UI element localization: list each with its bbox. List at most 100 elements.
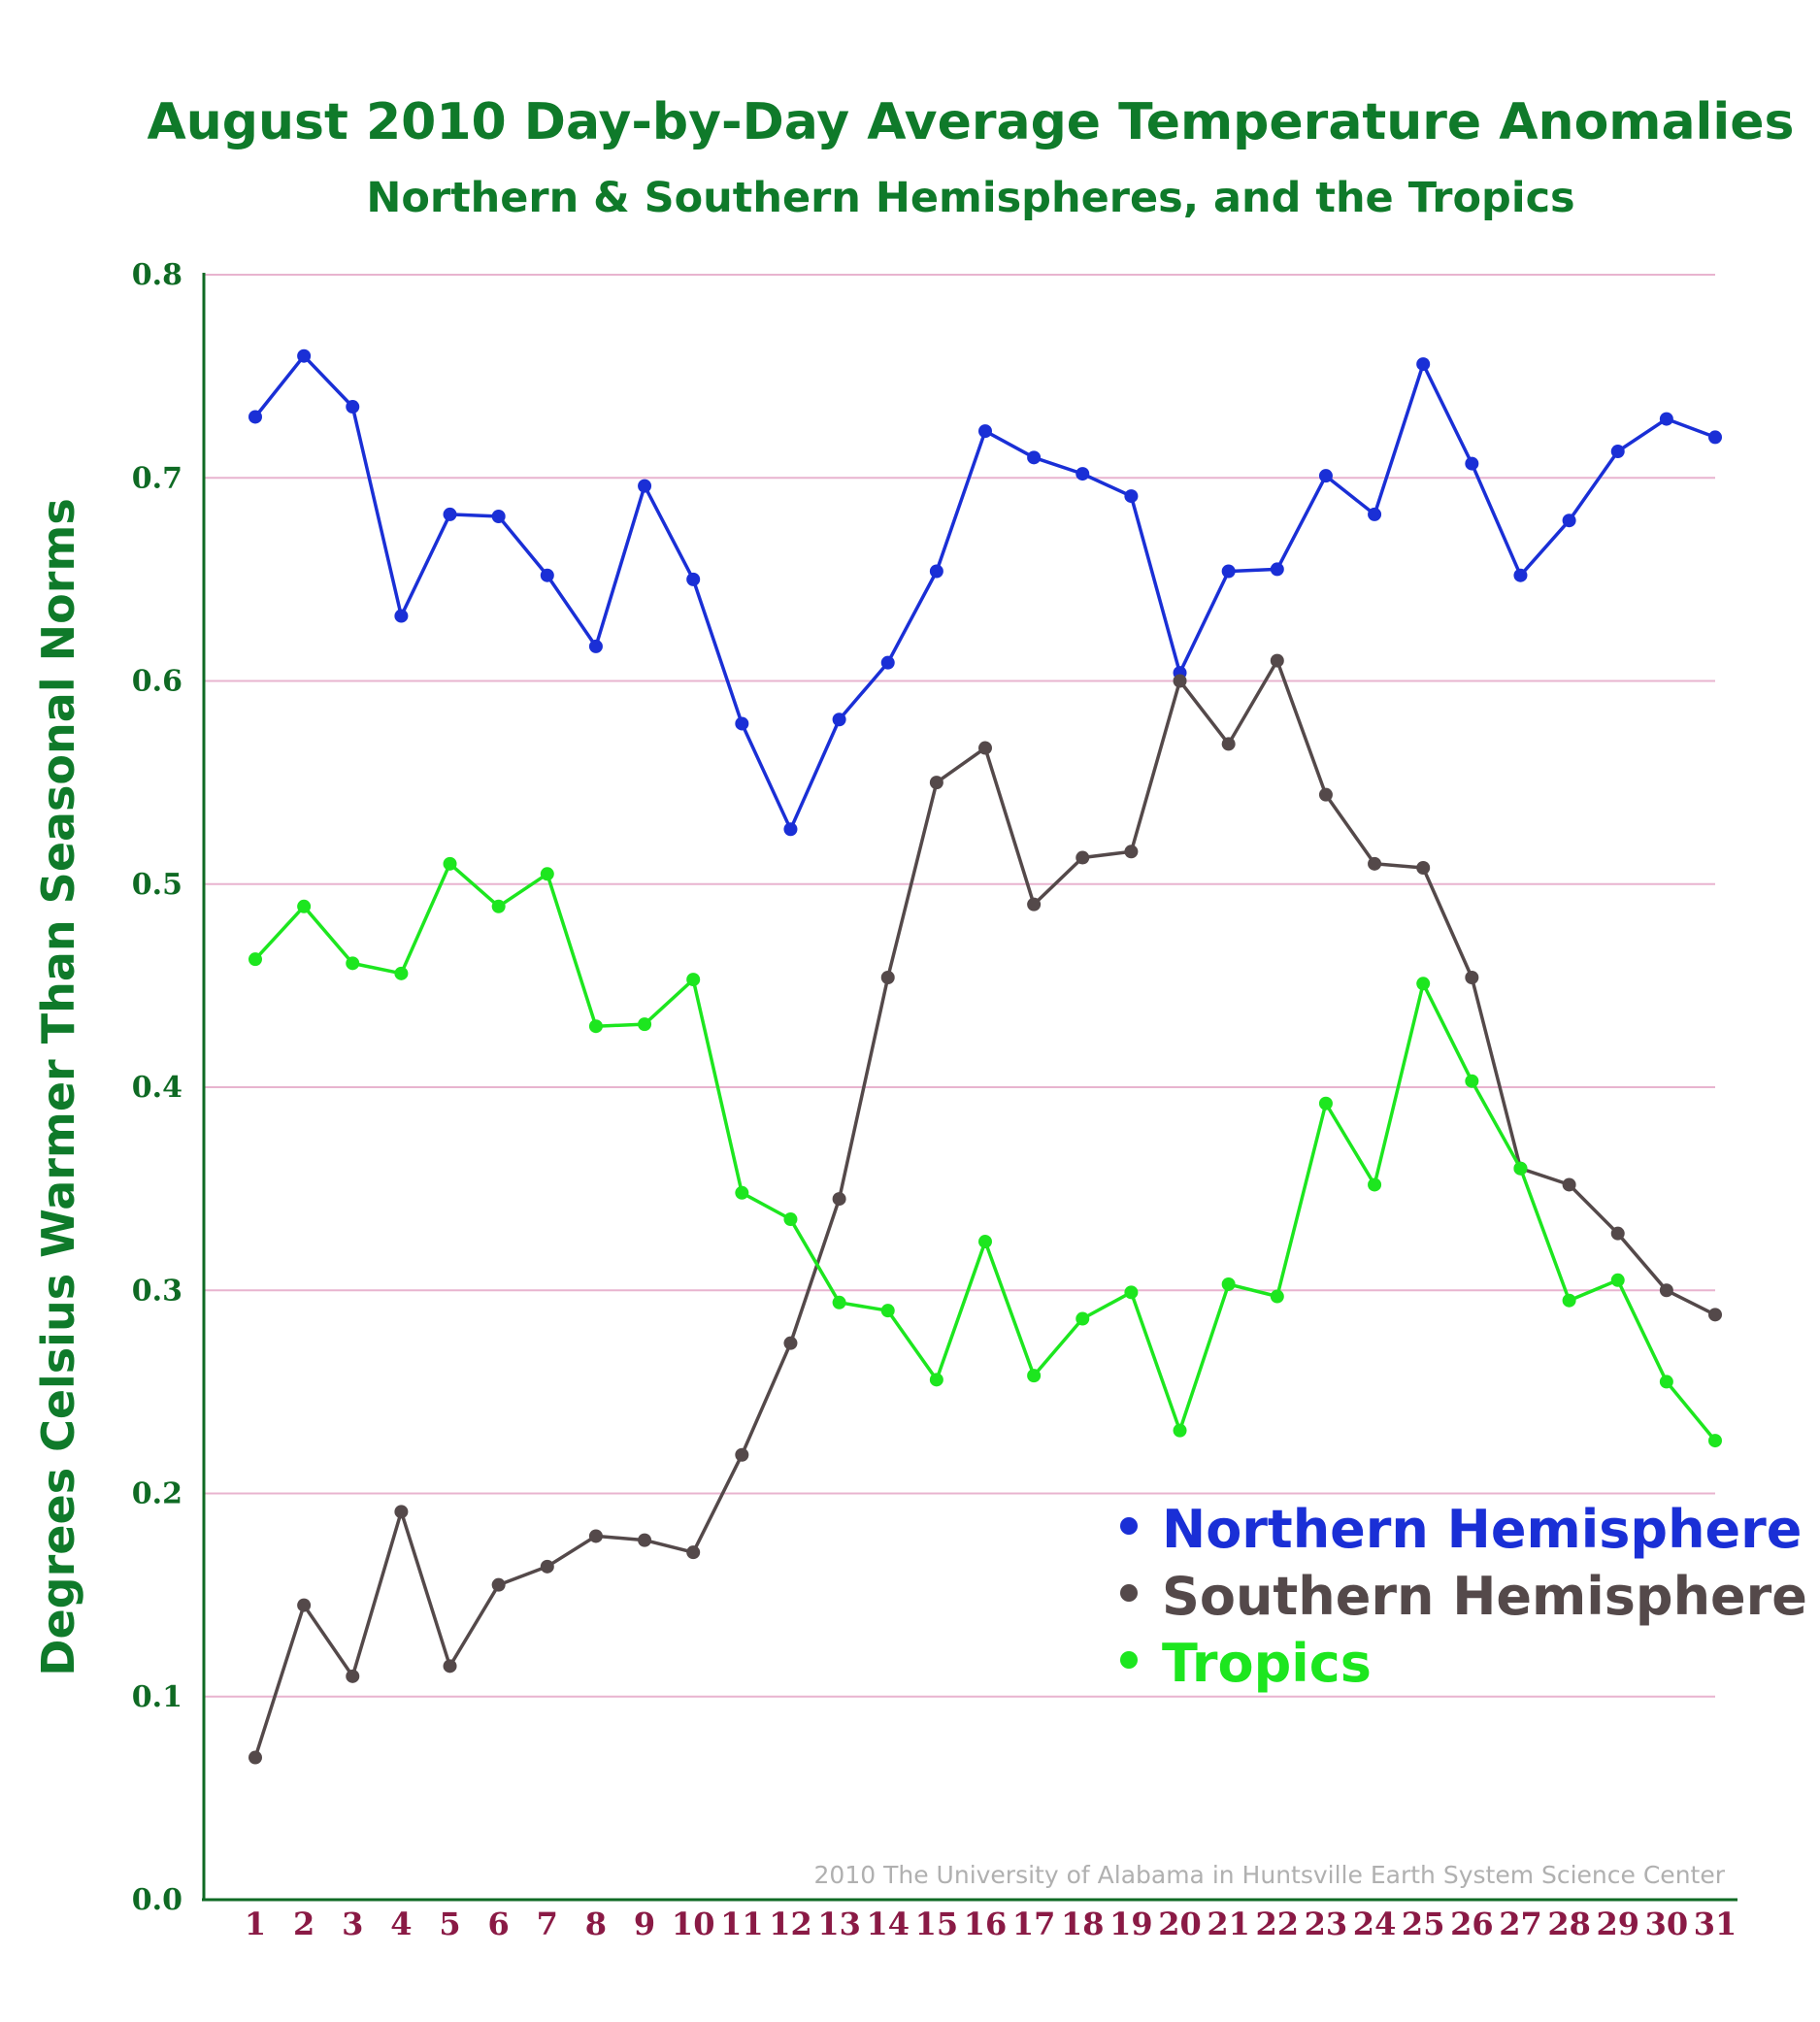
x-tick-label: 31 xyxy=(1694,1906,1737,1942)
x-tick-label: 22 xyxy=(1256,1906,1300,1942)
legend-marker-northern-hemisphere xyxy=(1120,1517,1138,1535)
southern-hemisphere-point xyxy=(491,1577,506,1592)
southern-hemisphere-point xyxy=(1318,787,1333,802)
northern-hemisphere-point xyxy=(394,609,409,623)
legend-label-northern-hemisphere: Northern Hemisphere xyxy=(1162,1499,1802,1560)
x-tick-label: 14 xyxy=(866,1906,910,1942)
x-tick-label: 5 xyxy=(439,1906,460,1942)
x-tick-label: 24 xyxy=(1353,1906,1397,1942)
x-tick-label: 18 xyxy=(1061,1906,1105,1942)
y-tick-label: 0.1 xyxy=(132,1680,182,1714)
tropics-point xyxy=(1075,1311,1090,1326)
northern-hemisphere-point xyxy=(1368,507,1382,521)
southern-hemisphere-point xyxy=(1075,850,1090,865)
x-tick-label: 6 xyxy=(488,1906,510,1942)
northern-hemisphere-point xyxy=(735,716,749,731)
southern-hemisphere-point xyxy=(1027,897,1042,912)
northern-hemisphere-point xyxy=(783,822,798,837)
y-tick-label: 0.2 xyxy=(132,1477,182,1511)
x-tick-label: 3 xyxy=(342,1906,363,1942)
gridlines xyxy=(204,274,1715,1698)
southern-hemisphere-point xyxy=(1416,861,1431,876)
northern-hemisphere-point xyxy=(491,510,506,524)
x-tick-label: 2 xyxy=(293,1906,314,1942)
tropics-point xyxy=(783,1212,798,1227)
tropics-point xyxy=(394,966,409,980)
southern-hemisphere-point xyxy=(783,1336,798,1350)
northern-hemisphere-point xyxy=(443,507,457,521)
southern-hemisphere-point xyxy=(1368,856,1382,871)
tropics-point xyxy=(1221,1276,1236,1291)
tropics-point xyxy=(735,1185,749,1200)
southern-hemisphere-point xyxy=(297,1598,312,1612)
southern-hemisphere-point xyxy=(248,1750,262,1765)
tropics-point xyxy=(443,856,457,871)
tropics-point xyxy=(1124,1285,1139,1300)
axes xyxy=(202,273,1737,1902)
y-tick-label: 0.4 xyxy=(132,1071,182,1105)
northern-hemisphere-point xyxy=(1027,450,1042,465)
tropics-point xyxy=(1708,1434,1722,1448)
southern-hemisphere-point xyxy=(1173,674,1187,688)
y-tick-labels: 0.0 0.1 0.2 0.3 0.4 0.5 0.6 0.7 0.8 xyxy=(132,258,182,1917)
tropics-point xyxy=(1368,1177,1382,1192)
x-tick-labels: 1 2 3 4 5 6 7 8 9 10 11 12 13 14 15 16 17 18 19 20 21 22 23 24 2… xyxy=(245,1906,1737,1942)
northern-hemisphere-point xyxy=(1318,469,1333,483)
northern-hemisphere-point xyxy=(638,479,652,493)
northern-hemisphere-point xyxy=(1513,568,1528,582)
tropics-point xyxy=(1270,1289,1284,1304)
tropics-point xyxy=(686,973,701,987)
southern-hemisphere-point xyxy=(1708,1308,1722,1322)
northern-hemisphere-point xyxy=(248,410,262,424)
southern-hemisphere-point xyxy=(588,1529,603,1543)
northern-hemisphere-point xyxy=(540,568,554,582)
northern-hemisphere-point xyxy=(1124,489,1139,504)
southern-hemisphere-point xyxy=(929,776,943,790)
x-tick-label: 10 xyxy=(672,1906,715,1942)
tropics-point xyxy=(1416,977,1431,991)
credit-text: 2010 The University of Alabama in Huntsv… xyxy=(814,1861,1726,1889)
legend-marker-tropics xyxy=(1120,1651,1138,1669)
x-tick-label: 9 xyxy=(634,1906,655,1942)
legend-marker-southern-hemisphere xyxy=(1120,1584,1138,1602)
chart-subtitle: Northern & Southern Hemispheres, and the… xyxy=(366,174,1574,222)
tropics-point xyxy=(1318,1096,1333,1110)
x-tick-label: 27 xyxy=(1499,1906,1542,1942)
y-tick-label: 0.3 xyxy=(132,1274,182,1308)
northern-hemisphere-point xyxy=(1659,412,1673,426)
southern-hemisphere-point xyxy=(686,1545,701,1560)
x-tick-label: 21 xyxy=(1207,1906,1250,1942)
tropics-point xyxy=(588,1019,603,1034)
tropics-point xyxy=(1659,1375,1673,1389)
southern-hemisphere-point xyxy=(1124,845,1139,859)
tropics-point xyxy=(248,952,262,967)
southern-hemisphere-point xyxy=(1610,1226,1625,1241)
northern-hemisphere-point xyxy=(588,639,603,653)
x-tick-label: 17 xyxy=(1012,1906,1056,1942)
northern-hemisphere-point xyxy=(297,348,312,363)
legend-label-southern-hemisphere: Southern Hemisphere xyxy=(1162,1566,1807,1627)
northern-hemisphere-point xyxy=(1708,430,1722,445)
tropics-point xyxy=(1465,1074,1479,1088)
southern-hemisphere-point xyxy=(832,1192,846,1207)
series xyxy=(248,348,1722,1765)
tropics-line xyxy=(253,862,1717,1442)
northern-hemisphere-point xyxy=(686,572,701,586)
northern-hemisphere-point xyxy=(929,564,943,579)
x-tick-label: 20 xyxy=(1158,1906,1202,1942)
northern-hemisphere-point xyxy=(832,713,846,727)
tropics-point xyxy=(346,956,360,971)
x-tick-label: 13 xyxy=(817,1906,861,1942)
x-tick-label: 12 xyxy=(769,1906,812,1942)
northern-hemisphere-point xyxy=(978,424,992,439)
y-tick-label: 0.5 xyxy=(132,868,182,902)
x-tick-label: 16 xyxy=(964,1906,1008,1942)
southern-hemisphere-point xyxy=(1562,1177,1576,1192)
tropics-point xyxy=(638,1017,652,1032)
southern-hemisphere-point xyxy=(394,1505,409,1519)
northern-hemisphere-point xyxy=(1416,357,1431,372)
northern-hemisphere-point xyxy=(1562,514,1576,528)
tropics-point xyxy=(929,1373,943,1387)
